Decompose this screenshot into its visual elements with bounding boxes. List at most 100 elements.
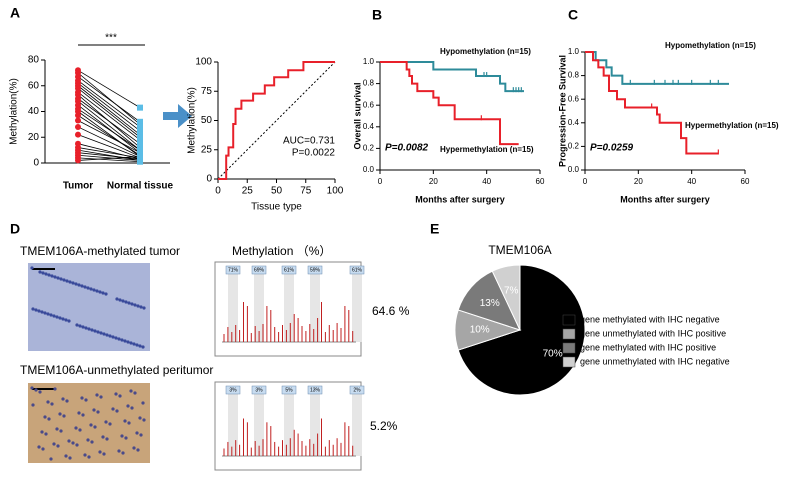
cell-nucleus [105,333,109,337]
cell-nucleus [30,386,34,390]
cell-nucleus [101,435,105,439]
cell-nucleus [101,291,105,295]
series-label: Hypermethylation (n=15) [440,145,534,154]
cpg-site-band [352,274,362,342]
cell-nucleus [59,429,63,433]
cell-nucleus [93,425,97,429]
cell-nucleus [133,303,137,307]
methylation-value: 5.2% [370,419,398,433]
cell-nucleus [77,411,81,415]
cell-nucleus [102,332,106,336]
cell-nucleus [114,392,118,396]
pair-line [77,156,141,161]
cell-nucleus [108,422,112,426]
cell-nucleus [87,455,91,459]
cell-nucleus [84,398,88,402]
y-tick-label: 40 [28,106,40,117]
cell-nucleus [127,301,131,305]
cell-nucleus [89,423,93,427]
x-tick-label: 20 [429,177,438,186]
site-percent: 3% [229,387,237,393]
cell-nucleus [126,340,130,344]
cell-nucleus [133,391,137,395]
cell-nucleus [105,437,109,441]
cpg-site-band [254,274,264,342]
chart-title: TMEM106A [488,243,551,257]
x-tick-label: 60 [536,177,545,186]
y-tick-label: 80 [28,55,40,66]
normal-point [137,149,143,156]
normal-point [137,158,143,165]
cell-nucleus [75,443,79,447]
y-tick-label: 50 [201,115,213,126]
x-tick-label: Tumor [63,181,93,192]
cell-nucleus [34,308,38,312]
cell-nucleus [115,409,119,413]
panel-letter: E [430,221,439,237]
histology-image [28,263,150,351]
cell-nucleus [83,285,87,289]
y-tick-label: 0.4 [363,122,375,131]
cpg-site-band [310,394,320,456]
cell-nucleus [71,441,75,445]
pair-line [77,80,141,128]
cell-nucleus [31,403,35,407]
pair-line [77,134,141,159]
survival-curve [380,61,519,146]
cell-nucleus [75,323,79,327]
cell-nucleus [99,331,103,335]
site-percent: 61% [284,267,295,273]
site-box [251,385,267,395]
site-box [225,385,241,395]
normal-point [137,118,143,125]
x-tick-label: 50 [271,186,283,197]
cell-nucleus [130,302,134,306]
reference-diagonal [217,61,336,180]
pie-slice [491,264,521,331]
cell-nucleus [80,284,84,288]
cell-nucleus [55,427,59,431]
cell-nucleus [31,307,35,311]
site-box [349,265,365,275]
pair-line [77,69,141,108]
cell-nucleus [84,326,88,330]
tumor-point [75,123,81,130]
cell-nucleus [37,445,41,449]
methylation-value: 64.6 % [372,304,410,318]
cell-nucleus [87,327,91,331]
legend-label: gene methylated with IHC negative [580,314,720,324]
site-box [307,385,323,395]
cell-nucleus [71,281,75,285]
y-axis-label: Methylation(%) [187,87,198,154]
cell-nucleus [38,390,42,394]
pair-line [77,149,141,161]
pair-line [77,100,141,151]
cell-nucleus [120,338,124,342]
panel-letter: D [10,221,20,237]
cell-nucleus [136,448,140,452]
x-tick-label: 0 [215,186,221,197]
tumor-point [75,112,81,119]
x-tick-label: 100 [327,186,344,197]
cell-nucleus [115,297,119,301]
y-tick-label: 25 [201,144,213,155]
cell-nucleus [30,266,34,270]
legend-label: gene methylated with IHC positive [580,342,716,352]
y-tick-label: 1.0 [363,57,375,66]
cell-nucleus [117,449,121,453]
site-percent: 5% [285,387,293,393]
cell-nucleus [64,318,68,322]
cell-nucleus [121,299,125,303]
x-tick-label: 40 [482,177,491,186]
cell-nucleus [46,312,50,316]
cell-nucleus [53,387,57,391]
slice-label: 10% [470,325,490,336]
cell-nucleus [141,401,145,405]
cell-nucleus [120,434,124,438]
x-axis-label: Months after surgery [415,194,505,204]
y-tick-label: 0.0 [568,165,580,174]
pair-line [77,147,141,159]
y-tick-label: 0.8 [568,71,580,80]
cell-nucleus [68,280,72,284]
cell-nucleus [41,447,45,451]
